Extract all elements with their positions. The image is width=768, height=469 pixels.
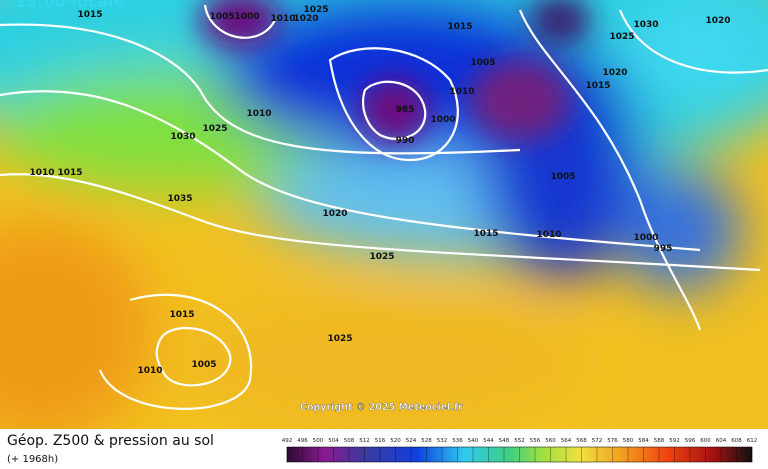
colorbar-tick-label: 572 <box>592 438 603 444</box>
colorbar-tick-label: 536 <box>452 438 463 444</box>
colorbar-tick-label: 576 <box>607 438 618 444</box>
colorbar-tick-label: 520 <box>390 438 401 444</box>
colorbar-tick-label: 552 <box>514 438 525 444</box>
isobars <box>0 4 768 410</box>
isobar-label: 1015 <box>77 10 102 20</box>
isobar-label: 1005 <box>209 12 234 22</box>
isobar-label: 1005 <box>470 58 495 68</box>
copyright: Copyright © 2025 Meteociel.fr <box>300 402 463 413</box>
colorbar-tick-label: 580 <box>623 438 634 444</box>
isobar-label: 1000 <box>430 115 455 125</box>
isobar <box>328 47 459 162</box>
isobar <box>518 9 702 331</box>
isobar-label: 985 <box>396 105 415 115</box>
colorbar-tick-label: 504 <box>328 438 339 444</box>
colorbar-tick-label: 516 <box>375 438 386 444</box>
isobar-label: 1015 <box>57 168 82 178</box>
colorbar-tick-label: 604 <box>716 438 727 444</box>
isobar <box>155 326 232 387</box>
time-label: 13:00 locale <box>15 0 125 11</box>
isobar-label: 1015 <box>447 22 472 32</box>
isobar-label: 1020 <box>602 68 627 78</box>
colorbar-tick-label: 496 <box>297 438 308 444</box>
colorbar-tick-label: 600 <box>700 438 711 444</box>
colorbar-tick-label: 560 <box>545 438 556 444</box>
isobar-label: 1020 <box>322 209 347 219</box>
isobar-label: 1010 <box>137 366 162 376</box>
isobar <box>0 23 521 155</box>
isobar-label: 1010 <box>536 230 561 240</box>
lows <box>200 0 590 142</box>
colorbar-tick-label: 592 <box>669 438 680 444</box>
colorbar-tick-label: 540 <box>468 438 479 444</box>
isobar-label: 1015 <box>585 81 610 91</box>
isobar-label: 1020 <box>293 14 318 24</box>
isobar-label: 1025 <box>202 124 227 134</box>
colorbar-tick-label: 492 <box>282 438 293 444</box>
colorbar-tick-label: 532 <box>437 438 448 444</box>
legend-title: Géop. Z500 & pression au sol <box>7 433 214 449</box>
isobar <box>618 9 768 74</box>
isobar-label: 1010 <box>270 14 295 24</box>
colorbar-tick-label: 508 <box>344 438 355 444</box>
isobar <box>0 173 761 272</box>
isobar-label: 1000 <box>633 233 658 243</box>
isobar <box>98 293 253 410</box>
isobar-label: 990 <box>396 136 415 146</box>
colorbar-tick-label: 524 <box>406 438 417 444</box>
isobar-label: 1005 <box>191 360 216 370</box>
colorbar-tick-label: 568 <box>576 438 587 444</box>
colorbar-tick-label: 544 <box>483 438 494 444</box>
isobar-label: 1035 <box>167 194 192 204</box>
isobar <box>0 90 701 252</box>
isobar-label: 1030 <box>633 20 658 30</box>
map: 13:00 locale 1015 1005 1000 101010251020101… <box>0 0 768 429</box>
colorbar-tick-label: 528 <box>421 438 432 444</box>
colorbar-tick-label: 556 <box>530 438 541 444</box>
isobar-label: 1010 <box>449 87 474 97</box>
isobar-label: 1010 <box>29 168 54 178</box>
colorbar-tick-label: 596 <box>685 438 696 444</box>
isobar-label: 1030 <box>170 132 195 142</box>
isobar-label: 1025 <box>609 32 634 42</box>
colorbar-tick-label: 584 <box>638 438 649 444</box>
isobar-label: 1020 <box>705 16 730 26</box>
isobar-label: 1025 <box>303 5 328 15</box>
colorbar-tick-label: 564 <box>561 438 572 444</box>
isobar-label: 1015 <box>169 310 194 320</box>
legend: Géop. Z500 & pression au sol (+ 1968h) 4… <box>7 433 758 465</box>
isobar-label: 1010 <box>246 109 271 119</box>
colorbar-tick-label: 500 <box>313 438 324 444</box>
legend-subtitle: (+ 1968h) <box>7 454 58 465</box>
isobar <box>203 4 276 39</box>
isobar-label: 1025 <box>369 252 394 262</box>
colorbar-ticks: 492 496 500 504 508 512 516 520 524 528 532 536 540 5… <box>282 438 758 462</box>
isobar-label: 995 <box>654 244 673 254</box>
isobar-label: 1015 <box>473 229 498 239</box>
isobar <box>362 80 427 140</box>
isobar-label: 1025 <box>327 334 352 344</box>
colorbar-tick-label: 588 <box>654 438 665 444</box>
colorbar-tick-label: 612 <box>747 438 758 444</box>
colorbar-tick-label: 512 <box>359 438 370 444</box>
isobar-label: 1005 <box>550 172 575 182</box>
isobar-label: 1000 <box>234 12 259 22</box>
colorbar-tick-label: 608 <box>731 438 742 444</box>
colorbar-tick-label: 548 <box>499 438 510 444</box>
